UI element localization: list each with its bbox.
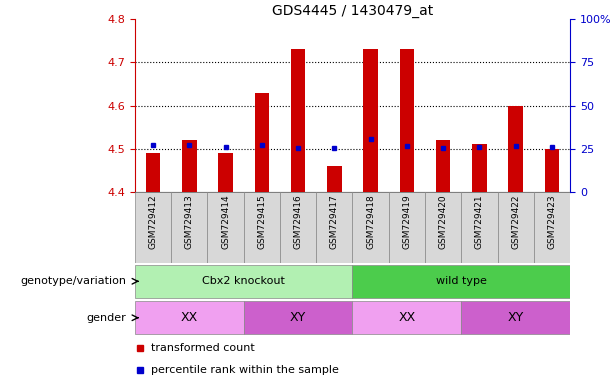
- Bar: [461, 301, 570, 334]
- Text: XX: XX: [181, 311, 198, 324]
- Bar: [400, 50, 414, 192]
- Text: GSM729415: GSM729415: [257, 194, 266, 249]
- Text: GSM729419: GSM729419: [402, 194, 411, 249]
- Bar: [146, 153, 160, 192]
- Bar: [327, 166, 341, 192]
- Bar: [135, 301, 244, 334]
- Bar: [461, 192, 498, 263]
- Bar: [316, 192, 352, 263]
- Text: GSM729417: GSM729417: [330, 194, 339, 249]
- Bar: [352, 192, 389, 263]
- Text: wild type: wild type: [436, 276, 487, 286]
- Text: GSM729418: GSM729418: [366, 194, 375, 249]
- Text: XX: XX: [398, 311, 416, 324]
- Bar: [472, 144, 487, 192]
- Text: GSM729416: GSM729416: [294, 194, 303, 249]
- Text: GSM729422: GSM729422: [511, 194, 520, 248]
- Title: GDS4445 / 1430479_at: GDS4445 / 1430479_at: [272, 4, 433, 18]
- Bar: [182, 140, 197, 192]
- Text: percentile rank within the sample: percentile rank within the sample: [151, 366, 338, 376]
- Text: GSM729421: GSM729421: [475, 194, 484, 249]
- Text: XY: XY: [508, 311, 524, 324]
- Bar: [498, 192, 534, 263]
- Text: gender: gender: [86, 313, 126, 323]
- Text: GSM729413: GSM729413: [185, 194, 194, 249]
- Bar: [254, 93, 269, 192]
- Bar: [508, 106, 523, 192]
- Bar: [171, 192, 207, 263]
- Text: transformed count: transformed count: [151, 343, 254, 353]
- Bar: [244, 301, 352, 334]
- Bar: [545, 149, 559, 192]
- Bar: [280, 192, 316, 263]
- Text: GSM729412: GSM729412: [148, 194, 158, 249]
- Bar: [352, 301, 461, 334]
- Text: GSM729420: GSM729420: [439, 194, 447, 249]
- Bar: [436, 140, 451, 192]
- Bar: [218, 153, 233, 192]
- Text: GSM729414: GSM729414: [221, 194, 230, 249]
- Text: XY: XY: [290, 311, 306, 324]
- Bar: [291, 50, 305, 192]
- Bar: [534, 192, 570, 263]
- Bar: [364, 50, 378, 192]
- Text: Cbx2 knockout: Cbx2 knockout: [202, 276, 285, 286]
- Text: GSM729423: GSM729423: [547, 194, 557, 249]
- Bar: [207, 192, 243, 263]
- Bar: [135, 192, 171, 263]
- Text: genotype/variation: genotype/variation: [20, 276, 126, 286]
- Bar: [135, 265, 352, 298]
- Bar: [425, 192, 461, 263]
- Bar: [389, 192, 425, 263]
- Bar: [352, 265, 570, 298]
- Bar: [243, 192, 280, 263]
